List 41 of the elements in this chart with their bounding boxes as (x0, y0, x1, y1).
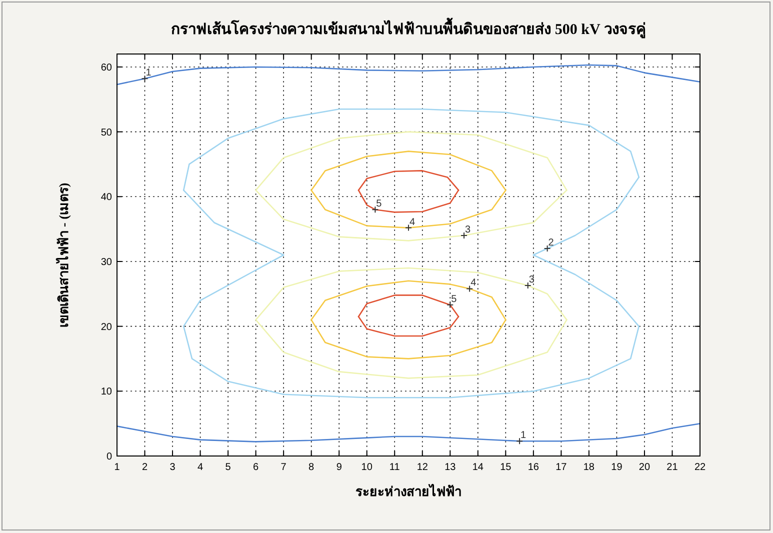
chart-title: กราฟเส้นโครงร่างความเข้มสนามไฟฟ้าบนพื้นดินของสายส่ง 500 kV วงจรคู่ (171, 17, 646, 39)
x-tick-label: 3 (170, 462, 176, 473)
annotation: 3 (528, 274, 535, 286)
x-tick-label: 2 (142, 462, 148, 473)
x-tick-label: 7 (280, 462, 287, 473)
annotation: 1 (146, 68, 152, 79)
annotation: 1 (520, 430, 527, 442)
x-tick-label: 12 (416, 462, 428, 473)
x-tick-label: 8 (308, 462, 315, 473)
x-tick-label: 13 (444, 462, 456, 473)
x-axis-title: ระยะห่างสายไฟฟ้า (356, 483, 462, 499)
annotation: 3 (465, 224, 472, 236)
x-tick-label: 22 (694, 462, 706, 473)
annotation: 4 (410, 216, 416, 228)
x-tick-label: 4 (198, 462, 204, 473)
x-tick-label: 21 (666, 462, 678, 473)
x-tick-label: 1 (114, 462, 120, 473)
x-tick-label: 16 (528, 462, 540, 473)
x-tick-label: 15 (500, 462, 512, 473)
y-axis-title: เขตเดินสายไฟฟ้า - (เมตร) (55, 182, 71, 328)
annotation: 2 (548, 238, 554, 249)
x-tick-label: 20 (638, 462, 650, 473)
y-tick-label: 10 (100, 386, 112, 398)
x-tick-label: 5 (225, 462, 232, 473)
y-tick-label: 30 (100, 256, 112, 268)
x-tick-label: 19 (611, 462, 623, 473)
x-tick-label: 6 (253, 462, 260, 473)
y-tick-label: 60 (100, 62, 112, 74)
x-tick-label: 17 (556, 462, 568, 473)
annotation: 5 (376, 198, 382, 210)
y-tick-label: 40 (100, 192, 112, 204)
x-tick-label: 14 (472, 462, 484, 473)
x-tick-label: 10 (361, 462, 373, 473)
y-tick-label: 20 (100, 322, 112, 333)
y-tick-label: 50 (100, 127, 112, 138)
annotation: 4 (470, 278, 477, 289)
x-tick-label: 9 (336, 462, 342, 473)
annotation: 5 (451, 294, 458, 305)
y-tick-label: 0 (106, 452, 112, 462)
x-tick-label: 18 (583, 462, 595, 473)
x-tick-label: 11 (389, 462, 400, 473)
